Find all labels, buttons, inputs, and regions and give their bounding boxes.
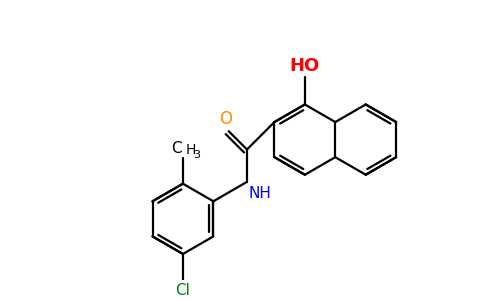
Text: 3: 3 — [193, 150, 200, 160]
Text: Cl: Cl — [176, 283, 190, 298]
Text: NH: NH — [249, 186, 272, 201]
Text: O: O — [219, 110, 232, 128]
Text: HO: HO — [290, 57, 320, 75]
Text: H: H — [186, 143, 196, 157]
Text: C: C — [171, 141, 182, 156]
